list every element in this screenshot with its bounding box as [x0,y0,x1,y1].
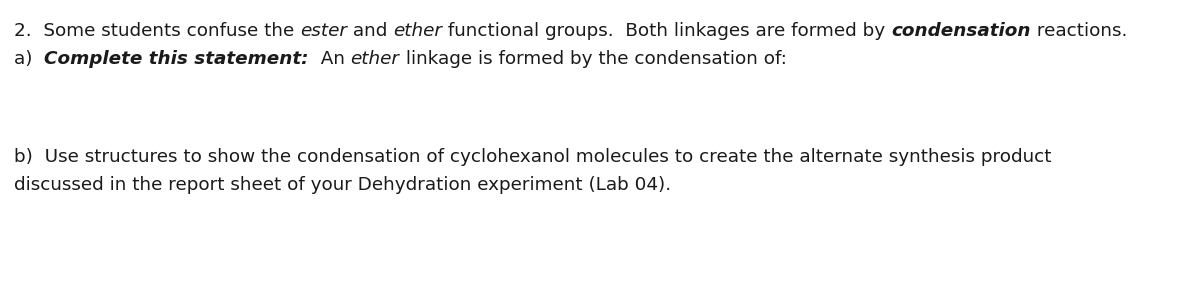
Text: b)  Use structures to show the condensation of cyclohexanol molecules to create : b) Use structures to show the condensati… [14,148,1051,166]
Text: condensation: condensation [892,22,1031,40]
Text: ether: ether [350,50,400,68]
Text: reactions.: reactions. [1031,22,1127,40]
Text: functional groups.  Both linkages are formed by: functional groups. Both linkages are for… [442,22,892,40]
Text: a): a) [14,50,44,68]
Text: An: An [308,50,350,68]
Text: and: and [347,22,394,40]
Text: discussed in the report sheet of your Dehydration experiment (Lab 04).: discussed in the report sheet of your De… [14,176,671,194]
Text: ether: ether [394,22,442,40]
Text: linkage is formed by the condensation of:: linkage is formed by the condensation of… [400,50,786,68]
Text: Complete this statement:: Complete this statement: [44,50,308,68]
Text: 2.  Some students confuse the: 2. Some students confuse the [14,22,300,40]
Text: ester: ester [300,22,347,40]
